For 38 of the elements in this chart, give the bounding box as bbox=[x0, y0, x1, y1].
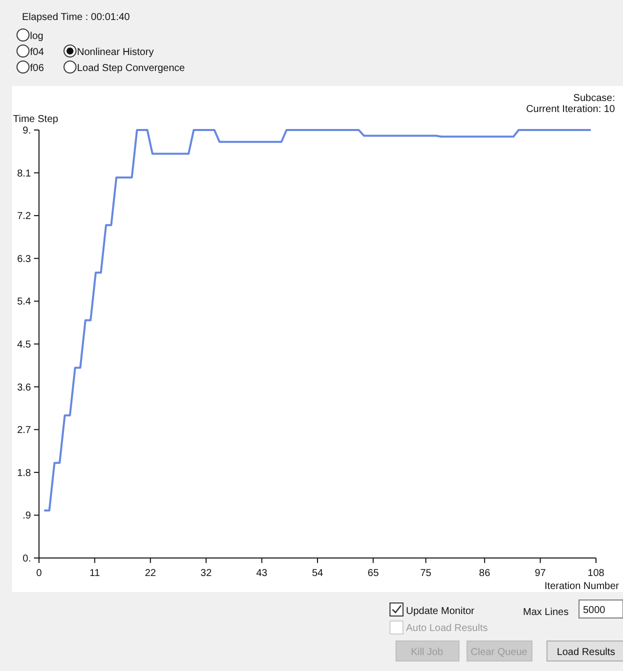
x-tick-label: 0 bbox=[36, 568, 42, 579]
x-axis-title: Iteration Number bbox=[544, 581, 620, 592]
text: Max Lines bbox=[523, 607, 569, 618]
x-tick-label: 75 bbox=[420, 568, 432, 579]
x-tick-label: 97 bbox=[534, 568, 546, 579]
y-tick-label: 9. bbox=[22, 126, 31, 136]
y-tick-label: 1.8 bbox=[17, 468, 32, 479]
y-tick-label: 6.3 bbox=[17, 254, 32, 265]
y-tick-label: 5.4 bbox=[17, 296, 32, 308]
text: Elapsed Time : 00:01:40 bbox=[22, 12, 130, 23]
x-tick-label: 43 bbox=[256, 568, 268, 579]
y-tick-label: 0. bbox=[22, 554, 31, 564]
x-tick-label: 32 bbox=[200, 568, 212, 579]
y-tick-label: 3.6 bbox=[17, 382, 32, 394]
x-tick-label: 54 bbox=[312, 568, 324, 579]
text: 5000 bbox=[583, 605, 606, 616]
y-tick-label: 7.2 bbox=[17, 211, 32, 222]
y-tick-label: 8.1 bbox=[17, 168, 32, 180]
x-tick-label: 65 bbox=[368, 568, 380, 579]
text: Current Iteration: 10 bbox=[526, 104, 616, 115]
text: Nonlinear History bbox=[77, 47, 154, 58]
y-tick-label: 2.7 bbox=[17, 425, 32, 436]
text: Update Monitor bbox=[406, 606, 476, 617]
x-tick-label: 108 bbox=[588, 568, 605, 579]
y-axis-title: Time Step bbox=[13, 114, 59, 125]
text: Auto Load Results bbox=[406, 623, 488, 634]
text: log bbox=[30, 31, 44, 42]
text: Load Step Convergence bbox=[77, 63, 186, 74]
x-tick-label: 86 bbox=[479, 568, 491, 579]
text: f04 bbox=[30, 47, 44, 58]
y-tick-label: 4.5 bbox=[17, 340, 32, 350]
text: Subcase: bbox=[573, 93, 615, 104]
x-tick-label: 22 bbox=[144, 568, 156, 579]
text: f06 bbox=[30, 63, 44, 74]
y-tick-label: .9 bbox=[22, 510, 32, 522]
x-tick-label: 11 bbox=[90, 568, 100, 579]
line-series bbox=[43, 129, 592, 512]
text: Load Results bbox=[556, 647, 616, 658]
